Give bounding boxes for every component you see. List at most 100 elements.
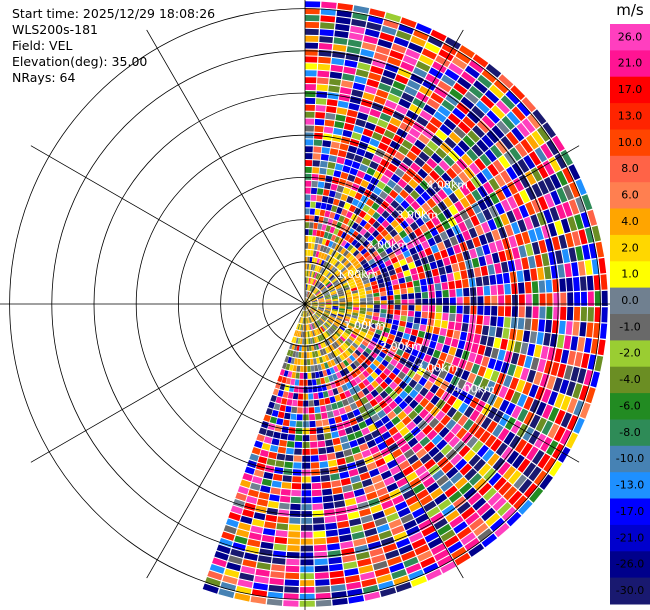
velocity-gate [574, 352, 583, 367]
velocity-gate [503, 486, 518, 501]
velocity-gate [317, 266, 322, 273]
velocity-gate [369, 445, 380, 455]
velocity-gate [305, 284, 308, 291]
velocity-gate [485, 380, 496, 393]
velocity-gate [503, 466, 516, 480]
velocity-gate [497, 428, 510, 442]
velocity-gate [322, 289, 328, 294]
velocity-gate [340, 223, 347, 231]
velocity-gate [402, 489, 415, 500]
velocity-gate [371, 202, 380, 211]
velocity-gate [521, 231, 531, 245]
velocity-gate [338, 377, 346, 386]
velocity-gate [371, 413, 380, 423]
velocity-gate [412, 97, 426, 109]
velocity-gate [503, 431, 516, 446]
velocity-gate [312, 160, 320, 167]
velocity-gate [578, 229, 588, 245]
velocity-gate [366, 293, 373, 298]
velocity-gate [329, 71, 343, 79]
velocity-gate [355, 69, 369, 78]
velocity-gate [398, 277, 406, 284]
velocity-gate [334, 121, 345, 129]
velocity-gate [344, 405, 352, 413]
velocity-gate [451, 56, 468, 70]
velocity-gate [316, 273, 321, 280]
velocity-gate [406, 241, 415, 250]
velocity-gate [314, 289, 319, 294]
velocity-gate [324, 279, 330, 285]
velocity-gate [369, 398, 378, 407]
velocity-gate [320, 252, 325, 260]
velocity-gate [400, 244, 408, 253]
velocity-gate [350, 284, 357, 289]
velocity-gate [328, 328, 334, 334]
velocity-gate [445, 466, 459, 479]
velocity-gate [397, 326, 405, 333]
velocity-gate [546, 440, 559, 456]
velocity-gate [306, 270, 309, 277]
velocity-gate [472, 236, 481, 248]
velocity-gate [329, 148, 339, 156]
velocity-gate [336, 356, 343, 363]
velocity-gate [323, 126, 334, 134]
velocity-gate [327, 273, 333, 279]
velocity-gate [573, 306, 581, 321]
velocity-gate [545, 279, 553, 293]
velocity-gate [570, 336, 579, 351]
velocity-gate [371, 474, 383, 484]
velocity-gate [490, 316, 497, 327]
velocity-gate [438, 160, 450, 172]
velocity-gate [413, 317, 421, 324]
velocity-gate [575, 246, 584, 261]
velocity-gate [388, 372, 397, 381]
velocity-gate [347, 396, 355, 404]
velocity-gate [333, 170, 342, 178]
velocity-gate [355, 118, 366, 128]
velocity-gate [452, 387, 462, 398]
velocity-gate [455, 252, 464, 263]
velocity-gate [434, 86, 448, 99]
velocity-gate [562, 184, 574, 201]
velocity-gate [456, 158, 468, 171]
velocity-gate [315, 202, 322, 209]
velocity-gate [552, 443, 565, 460]
velocity-gate [414, 185, 425, 195]
velocity-gate [392, 448, 403, 459]
velocity-gate [342, 352, 349, 359]
velocity-gate [493, 477, 507, 491]
velocity-gate [314, 289, 320, 295]
velocity-gate [347, 433, 356, 442]
velocity-gate [401, 139, 413, 150]
velocity-gate [362, 92, 375, 101]
velocity-gate [351, 132, 362, 141]
velocity-gate [554, 153, 567, 169]
velocity-gate [518, 174, 531, 189]
velocity-gate [317, 327, 322, 334]
velocity-gate [359, 291, 366, 296]
velocity-gate [555, 250, 564, 264]
velocity-gate [309, 309, 314, 314]
velocity-gate [509, 435, 522, 449]
velocity-gate [396, 348, 404, 357]
colorbar-tick-label: 21.0 [618, 57, 643, 70]
velocity-gate [350, 287, 358, 292]
velocity-gate [581, 353, 590, 369]
velocity-gate [423, 354, 432, 363]
velocity-gate [353, 304, 360, 308]
velocity-gate [394, 309, 401, 315]
velocity-gate [335, 23, 350, 32]
velocity-gate [370, 389, 379, 398]
velocity-gate [368, 423, 377, 433]
velocity-gate [374, 517, 388, 527]
velocity-gate [360, 259, 368, 266]
velocity-gate [392, 319, 400, 326]
velocity-gate [357, 319, 364, 324]
velocity-gate [422, 145, 435, 157]
velocity-gate [337, 100, 349, 109]
velocity-gate [467, 492, 482, 506]
velocity-gate [312, 153, 321, 160]
velocity-gate [318, 237, 323, 245]
velocity-gate [322, 269, 328, 276]
